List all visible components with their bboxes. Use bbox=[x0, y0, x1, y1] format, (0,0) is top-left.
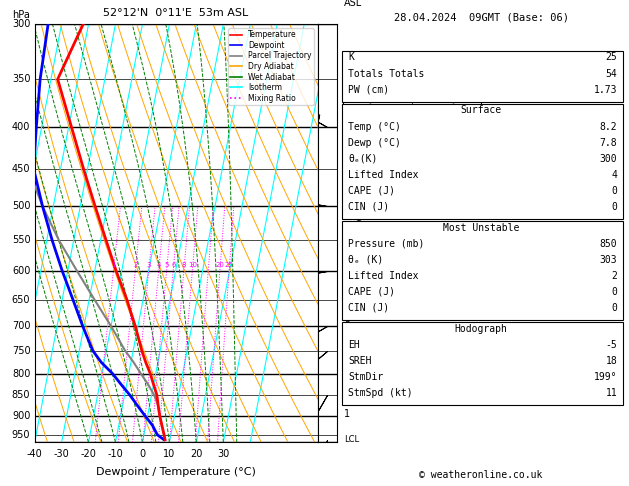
Text: 7: 7 bbox=[344, 111, 350, 121]
Text: -5: -5 bbox=[606, 340, 617, 350]
Text: Dewp (°C): Dewp (°C) bbox=[348, 138, 401, 148]
Text: Hodograph: Hodograph bbox=[455, 324, 508, 334]
Text: Surface: Surface bbox=[460, 105, 502, 116]
Text: 3: 3 bbox=[147, 262, 151, 268]
Text: 1: 1 bbox=[344, 409, 350, 418]
Text: -20: -20 bbox=[81, 449, 96, 458]
Text: 10: 10 bbox=[188, 262, 197, 268]
Text: 3: 3 bbox=[344, 321, 350, 331]
Bar bbox=[342, 221, 623, 320]
Text: CIN (J): CIN (J) bbox=[348, 202, 389, 212]
Text: 5: 5 bbox=[344, 222, 350, 232]
Text: kt: kt bbox=[345, 81, 355, 91]
Text: 1: 1 bbox=[111, 262, 116, 268]
Bar bbox=[342, 104, 623, 219]
Text: θₑ (K): θₑ (K) bbox=[348, 255, 383, 265]
Text: 6: 6 bbox=[344, 168, 350, 178]
Text: 0: 0 bbox=[611, 303, 617, 313]
Text: 10: 10 bbox=[164, 449, 175, 458]
Text: 7.8: 7.8 bbox=[599, 138, 617, 148]
Text: 5: 5 bbox=[165, 262, 169, 268]
Bar bbox=[342, 51, 623, 102]
Text: 28.04.2024  09GMT (Base: 06): 28.04.2024 09GMT (Base: 06) bbox=[394, 12, 569, 22]
Text: 20: 20 bbox=[190, 449, 203, 458]
Text: 11: 11 bbox=[606, 388, 617, 398]
Text: StmSpd (kt): StmSpd (kt) bbox=[348, 388, 413, 398]
Text: StmDir: StmDir bbox=[348, 372, 383, 382]
Text: 600: 600 bbox=[12, 266, 30, 276]
Text: 350: 350 bbox=[12, 74, 30, 84]
Text: 25: 25 bbox=[225, 262, 234, 268]
Text: Lifted Index: Lifted Index bbox=[348, 170, 418, 180]
Text: 1.73: 1.73 bbox=[594, 85, 617, 95]
Text: 650: 650 bbox=[12, 295, 30, 305]
Text: CAPE (J): CAPE (J) bbox=[348, 186, 395, 196]
Text: 8: 8 bbox=[182, 262, 186, 268]
Text: 750: 750 bbox=[12, 346, 30, 356]
Text: 850: 850 bbox=[599, 239, 617, 249]
Text: Temp (°C): Temp (°C) bbox=[348, 122, 401, 132]
Text: Mixing Ratio (g/kg): Mixing Ratio (g/kg) bbox=[355, 187, 365, 279]
Text: 4: 4 bbox=[611, 170, 617, 180]
Text: K: K bbox=[348, 52, 354, 63]
Text: 800: 800 bbox=[12, 369, 30, 379]
Text: θₑ(K): θₑ(K) bbox=[348, 154, 377, 164]
Text: 4: 4 bbox=[344, 272, 350, 282]
Text: 30: 30 bbox=[217, 449, 230, 458]
Text: hPa: hPa bbox=[13, 10, 30, 20]
Text: 199°: 199° bbox=[594, 372, 617, 382]
Text: 400: 400 bbox=[12, 122, 30, 132]
Text: km
ASL: km ASL bbox=[344, 0, 362, 8]
Text: 850: 850 bbox=[12, 390, 30, 400]
Text: 25: 25 bbox=[606, 52, 617, 63]
Text: 0: 0 bbox=[611, 186, 617, 196]
Text: -40: -40 bbox=[26, 449, 43, 458]
Text: SREH: SREH bbox=[348, 356, 372, 366]
Text: PW (cm): PW (cm) bbox=[348, 85, 389, 95]
Text: 18: 18 bbox=[606, 356, 617, 366]
Text: 0: 0 bbox=[140, 449, 145, 458]
Text: 300: 300 bbox=[599, 154, 617, 164]
Text: LCL: LCL bbox=[344, 435, 359, 444]
Text: 52°12'N  0°11'E  53m ASL: 52°12'N 0°11'E 53m ASL bbox=[104, 8, 248, 18]
Text: 2: 2 bbox=[344, 366, 350, 376]
Text: 500: 500 bbox=[12, 201, 30, 211]
Text: 300: 300 bbox=[12, 19, 30, 29]
Text: -10: -10 bbox=[108, 449, 123, 458]
Text: Most Unstable: Most Unstable bbox=[443, 223, 520, 233]
Text: 0: 0 bbox=[611, 202, 617, 212]
Text: 450: 450 bbox=[12, 164, 30, 174]
Text: Pressure (mb): Pressure (mb) bbox=[348, 239, 425, 249]
Text: Dewpoint / Temperature (°C): Dewpoint / Temperature (°C) bbox=[96, 468, 256, 477]
Text: © weatheronline.co.uk: © weatheronline.co.uk bbox=[420, 470, 543, 480]
Text: 950: 950 bbox=[12, 430, 30, 440]
Text: 303: 303 bbox=[599, 255, 617, 265]
Text: 8.2: 8.2 bbox=[599, 122, 617, 132]
Text: 6: 6 bbox=[171, 262, 175, 268]
Text: 54: 54 bbox=[606, 69, 617, 79]
Text: 2: 2 bbox=[133, 262, 138, 268]
Text: 900: 900 bbox=[12, 411, 30, 420]
Text: CAPE (J): CAPE (J) bbox=[348, 287, 395, 297]
Text: -30: -30 bbox=[53, 449, 69, 458]
Text: Totals Totals: Totals Totals bbox=[348, 69, 425, 79]
Text: 700: 700 bbox=[12, 321, 30, 331]
Bar bbox=[342, 322, 623, 405]
Text: 20: 20 bbox=[216, 262, 225, 268]
Text: Lifted Index: Lifted Index bbox=[348, 271, 418, 281]
Text: 0: 0 bbox=[611, 287, 617, 297]
Text: EH: EH bbox=[348, 340, 360, 350]
Text: CIN (J): CIN (J) bbox=[348, 303, 389, 313]
Text: 2: 2 bbox=[611, 271, 617, 281]
Legend: Temperature, Dewpoint, Parcel Trajectory, Dry Adiabat, Wet Adiabat, Isotherm, Mi: Temperature, Dewpoint, Parcel Trajectory… bbox=[228, 28, 314, 105]
Text: 4: 4 bbox=[157, 262, 161, 268]
Text: 550: 550 bbox=[12, 235, 30, 245]
